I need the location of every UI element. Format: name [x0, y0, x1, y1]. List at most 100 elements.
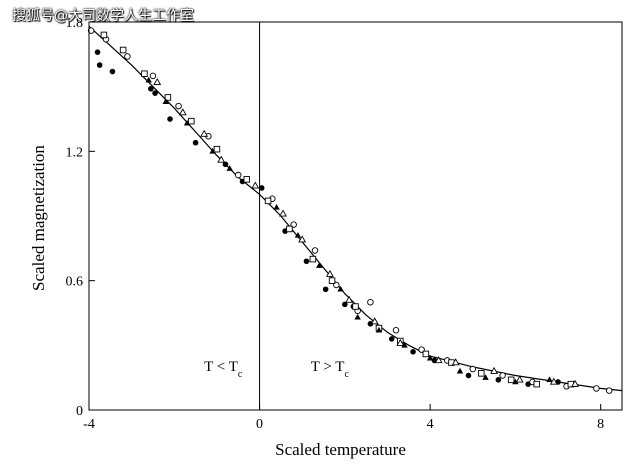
data-point [388, 336, 395, 342]
data-point [392, 326, 400, 334]
data-point [451, 358, 460, 366]
data-point [243, 176, 251, 183]
data-point [279, 209, 287, 217]
watermark-text: 搜狐号@大司数学人生工作室 [12, 8, 194, 24]
series-filled-triangle [145, 76, 553, 385]
data-point [251, 181, 260, 189]
data-point [469, 365, 477, 373]
data-point [512, 378, 519, 385]
data-point [434, 356, 443, 364]
data-point [164, 94, 172, 101]
data-point [273, 203, 280, 210]
y-tick-label: 1.2 [66, 145, 84, 160]
axes-layer [88, 21, 623, 411]
data-point [546, 376, 553, 383]
data-point [370, 317, 379, 325]
data-point [325, 269, 334, 277]
data-point [96, 62, 103, 68]
fit-curve-line [88, 25, 623, 392]
data-point [396, 338, 405, 346]
data-point [478, 370, 485, 377]
data-point [109, 68, 116, 75]
data-point [192, 139, 199, 146]
data-point [465, 372, 472, 379]
data-point [309, 255, 317, 263]
data-point [149, 72, 157, 80]
data-point [422, 350, 430, 358]
data-point [337, 285, 344, 292]
data-point [145, 76, 152, 83]
x-tick-label: 4 [427, 417, 434, 432]
data-point [571, 379, 580, 387]
data-point [401, 341, 408, 348]
data-point [593, 385, 600, 392]
data-point [507, 376, 515, 384]
data-point [175, 102, 182, 110]
data-point [124, 53, 131, 60]
data-point [495, 377, 502, 383]
fit-curve-layer [88, 25, 623, 392]
data-point [605, 387, 613, 394]
data-point [482, 374, 489, 380]
data-point [456, 367, 464, 374]
series-open-triangle [153, 78, 580, 387]
data-point [258, 185, 265, 191]
data-point [162, 98, 169, 104]
data-point [375, 326, 383, 333]
data-point [298, 235, 307, 243]
data-point [410, 349, 416, 355]
data-point [87, 27, 95, 34]
data-point [217, 155, 226, 163]
data-point [234, 171, 242, 179]
data-point [345, 295, 354, 303]
data-point [141, 70, 148, 77]
data-point [178, 108, 187, 116]
annotation-below-tc: T < Tc [204, 359, 243, 380]
data-point [264, 197, 272, 205]
data-point [153, 78, 162, 86]
data-point [549, 377, 558, 385]
series-open-circle [87, 27, 613, 394]
data-point [490, 366, 499, 374]
x-tick-label: 8 [597, 417, 604, 432]
data-point [94, 49, 101, 55]
data-point [167, 116, 173, 122]
data-point [222, 161, 229, 168]
data-point [152, 90, 158, 96]
plot-frame [88, 21, 623, 411]
data-point [352, 303, 359, 310]
data-point [226, 165, 233, 171]
data-point [148, 86, 154, 92]
data-point [188, 117, 195, 125]
data-point [533, 380, 540, 388]
data-point [209, 147, 216, 154]
data-point [303, 258, 310, 265]
y-tick-label: 1.8 [66, 16, 84, 31]
x-axis-label: Scaled temperature [275, 440, 406, 459]
data-point [367, 298, 374, 306]
data-point [100, 31, 108, 39]
data-point [213, 145, 221, 153]
data-point [426, 354, 434, 361]
y-tick-label: 0 [76, 404, 83, 419]
y-axis-label: Scaled magnetization [29, 145, 48, 291]
data-point [342, 301, 348, 308]
series-open-square [100, 31, 575, 388]
data-point [119, 46, 127, 54]
data-point [316, 262, 323, 268]
annotation-above-tc: T > Tc [311, 359, 350, 380]
data-point [200, 129, 209, 137]
data-point [286, 225, 293, 233]
data-point [354, 313, 361, 320]
data-point [322, 286, 329, 293]
data-point [328, 277, 336, 284]
x-tick-label: 0 [256, 417, 263, 432]
data-points-layer [87, 27, 613, 394]
y-tick-label: 0.6 [66, 275, 84, 290]
data-point [499, 372, 506, 379]
data-point [515, 375, 524, 383]
data-point [294, 232, 302, 238]
x-tick-label: -4 [83, 417, 95, 432]
